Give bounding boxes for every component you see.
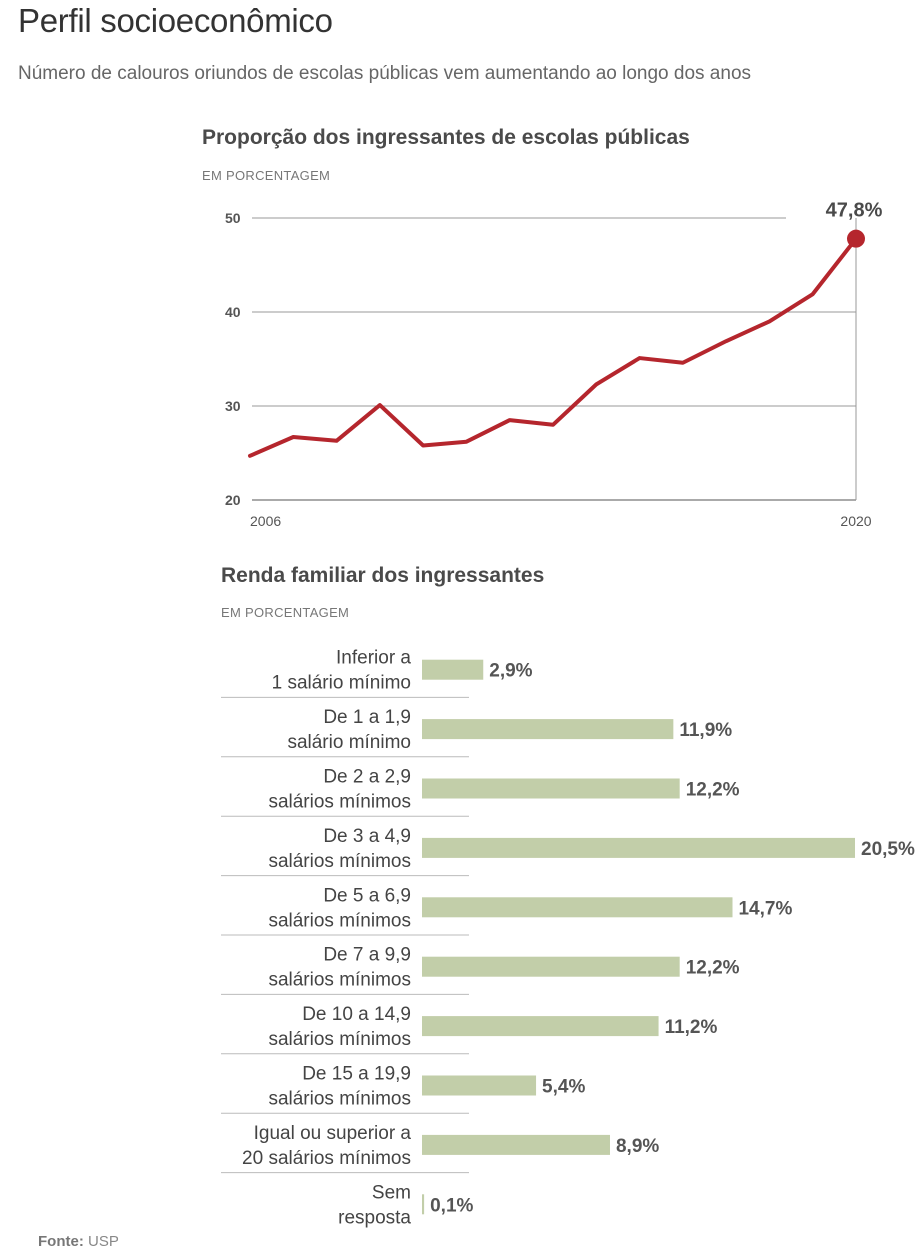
bar-chart-title: Renda familiar dos ingressantes [221,564,545,587]
bar-value-label-2: 12,2% [686,780,740,801]
bar-4 [422,897,733,918]
y-tick-label-40: 40 [225,304,241,320]
category-label-line1: De 15 a 19,9 [302,1064,411,1085]
bar-value-label-4: 14,7% [738,898,792,919]
bar-3 [422,837,855,858]
y-tick-label-50: 50 [225,210,241,226]
bar-value-label-6: 11,2% [665,1017,718,1038]
category-label-line1: De 2 a 2,9 [323,767,411,788]
bar-8 [422,1134,610,1155]
category-label-line2: 20 salários mínimos [242,1148,411,1169]
bar-value-label-9: 0,1% [430,1195,473,1216]
bar-2 [422,778,680,799]
x-tick-label-2020: 2020 [840,513,871,529]
line-chart-title: Proporção dos ingressantes de escolas pú… [202,126,690,149]
y-tick-label-20: 20 [225,492,241,508]
bar-chart-unit: EM PORCENTAGEM [221,605,350,620]
bar-7 [422,1075,537,1096]
category-label-line1: De 5 a 6,9 [323,885,411,906]
bar-value-label-1: 11,9% [679,720,732,741]
category-label-line2: salário mínimo [287,732,411,753]
source-value: USP [88,1233,119,1250]
bar-0 [422,659,484,680]
source-label: Fonte: [38,1233,84,1250]
page-title: Perfil socioeconômico [18,2,333,39]
category-label-line1: De 7 a 9,9 [323,945,411,966]
category-label-line1: Igual ou superior a [254,1123,412,1144]
bar-value-label-0: 2,9% [489,661,532,682]
category-label-line2: salários mínimos [268,970,411,991]
category-label-line1: Sem [372,1182,411,1203]
category-label-line1: Inferior a [336,648,411,669]
category-label-line1: De 1 a 1,9 [323,707,411,728]
bar-5 [422,956,680,977]
category-label-line2: 1 salário mínimo [272,673,411,694]
category-label-line2: resposta [338,1207,411,1228]
category-label-line2: salários mínimos [268,1089,411,1110]
bar-9 [422,1194,425,1215]
category-label-line1: De 3 a 4,9 [323,826,411,847]
bar-1 [422,719,674,740]
source-note: Fonte: USP [38,1233,119,1250]
category-label-line2: salários mínimos [268,851,411,872]
page-subtitle: Número de calouros oriundos de escolas p… [18,63,752,84]
bar-value-label-7: 5,4% [542,1077,585,1098]
series-line [248,236,858,458]
line-chart-unit: EM PORCENTAGEM [202,168,331,183]
bar-value-label-8: 8,9% [616,1136,659,1157]
highlight-label: 47,8% [826,200,883,222]
category-label-line2: salários mínimos [268,1029,411,1050]
category-label-line2: salários mínimos [268,910,411,931]
line-chart: 20 30 40 50 2006 2020 47,8% [225,200,883,529]
category-label-line1: De 10 a 14,9 [302,1004,411,1025]
y-tick-label-30: 30 [225,398,241,414]
bar-6 [422,1016,659,1037]
x-tick-label-2006: 2006 [250,513,281,529]
bar-value-label-5: 12,2% [686,958,740,979]
category-label-line2: salários mínimos [268,792,411,813]
bar-value-label-3: 20,5% [861,839,915,860]
highlight-point [847,229,865,248]
